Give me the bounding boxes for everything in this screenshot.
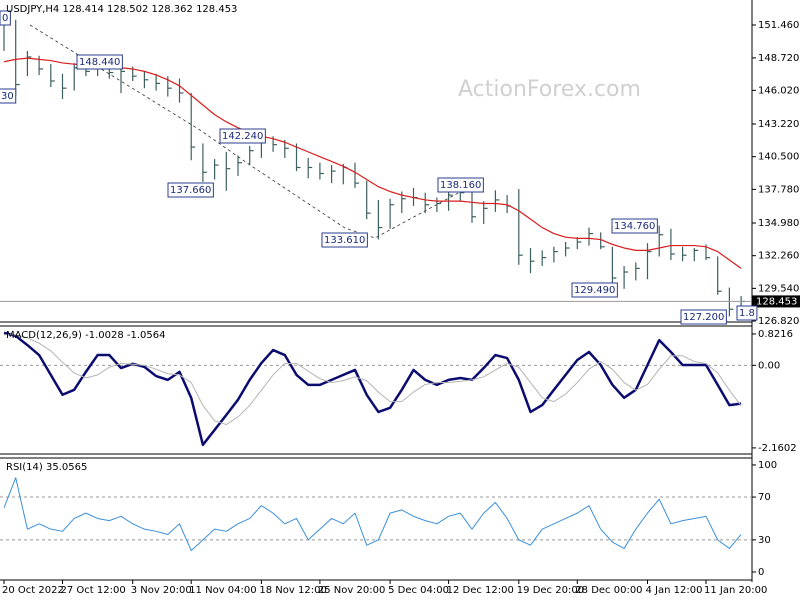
x-tick-label: 28 Dec 00:00 bbox=[575, 585, 642, 596]
x-tick-label: 3 Nov 20:00 bbox=[131, 585, 192, 596]
annotation: 137.660 bbox=[170, 185, 211, 196]
y-tick-label: 140.500 bbox=[758, 152, 799, 163]
trend-line bbox=[29, 24, 461, 239]
annotation-box bbox=[736, 305, 758, 321]
annotation-box bbox=[219, 128, 266, 144]
y-tick-label: 0 bbox=[758, 567, 764, 578]
x-tick-label: 25 Nov 20:00 bbox=[318, 585, 385, 596]
annotation-box bbox=[437, 177, 484, 193]
panel-title: RSI(14) 35.0565 bbox=[6, 462, 87, 473]
last-price-box bbox=[752, 295, 800, 308]
y-tick-label: 148.720 bbox=[758, 53, 799, 64]
annotation: 133.610 bbox=[324, 235, 365, 246]
y-tick-label: 151.460 bbox=[758, 20, 799, 31]
series-line bbox=[3, 57, 742, 269]
y-tick-label: 146.020 bbox=[758, 85, 799, 96]
y-tick-label: 0.8216 bbox=[758, 329, 793, 340]
x-tick-label: 27 Oct 12:00 bbox=[61, 585, 126, 596]
series-line bbox=[3, 477, 742, 552]
annotation-box bbox=[167, 182, 214, 198]
annotation: 134.760 bbox=[614, 221, 655, 232]
annotation-box bbox=[76, 54, 123, 70]
x-tick-label: 11 Jan 20:00 bbox=[704, 585, 767, 596]
annotation-box bbox=[611, 218, 658, 234]
annotation-box bbox=[571, 282, 618, 298]
y-tick-label: 137.780 bbox=[758, 184, 799, 195]
annotation: 142.240 bbox=[222, 131, 263, 142]
annotation: 0 bbox=[2, 13, 8, 24]
annotation-box bbox=[0, 88, 17, 104]
y-tick-label: 129.540 bbox=[758, 283, 799, 294]
panel-title: MACD(12,26,9) -1.0028 -1.0564 bbox=[6, 330, 166, 341]
annotation-box bbox=[321, 232, 368, 248]
y-tick-label: -2.1602 bbox=[758, 443, 797, 454]
y-tick-label: 30 bbox=[758, 535, 771, 546]
annotation: 129.490 bbox=[574, 285, 615, 296]
x-tick-label: 20 Oct 2022 bbox=[2, 585, 64, 596]
y-tick-label: 143.220 bbox=[758, 119, 799, 130]
annotation-box bbox=[680, 309, 727, 325]
x-tick-label: 12 Dec 12:00 bbox=[447, 585, 514, 596]
y-tick-label: 132.260 bbox=[758, 251, 799, 262]
y-tick-label: 100 bbox=[758, 460, 777, 471]
y-tick-label: 126.820 bbox=[758, 316, 799, 327]
x-tick-label: 11 Nov 04:00 bbox=[189, 585, 256, 596]
annotation: 1.8 bbox=[739, 308, 755, 319]
annotation: 30 bbox=[1, 91, 14, 102]
series-line bbox=[4, 334, 742, 426]
y-tick-label: 70 bbox=[758, 492, 771, 503]
y-tick-label: 134.980 bbox=[758, 218, 799, 229]
x-tick-label: 4 Jan 12:00 bbox=[646, 585, 703, 596]
x-tick-label: 5 Dec 04:00 bbox=[388, 585, 449, 596]
last-price-label: 128.453 bbox=[756, 296, 797, 307]
annotation: 148.440 bbox=[79, 57, 120, 68]
annotation: 138.160 bbox=[440, 180, 481, 191]
y-tick-label: 0.00 bbox=[758, 360, 780, 371]
panel-title: USDJPY,H4 128.414 128.502 128.362 128.45… bbox=[6, 4, 237, 15]
annotation: 127.200 bbox=[683, 312, 724, 323]
x-tick-label: 19 Dec 20:00 bbox=[517, 585, 584, 596]
annotation-box bbox=[0, 10, 11, 26]
watermark: ActionForex.com bbox=[458, 77, 641, 102]
series-line bbox=[3, 331, 742, 447]
x-tick-label: 18 Nov 12:00 bbox=[259, 585, 326, 596]
